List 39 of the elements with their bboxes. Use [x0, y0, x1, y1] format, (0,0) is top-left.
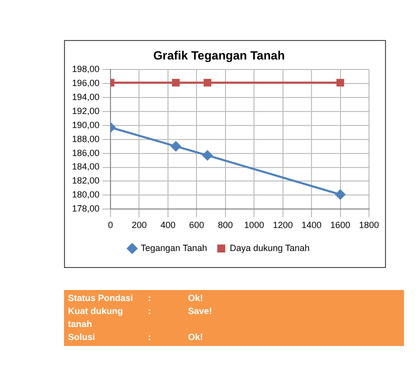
text: : — [148, 331, 152, 344]
y-tick-label: 192,00 — [72, 106, 100, 116]
x-tick-label: 1600 — [330, 220, 350, 230]
point — [170, 141, 181, 152]
point — [172, 78, 180, 87]
text: : — [148, 305, 152, 318]
x-tick-label: 400 — [160, 220, 176, 230]
y-tick-label: 188,00 — [72, 134, 100, 144]
y-tick-label: 186,00 — [72, 148, 100, 158]
y-tick-label: 196,00 — [72, 78, 100, 88]
legend-label: Daya dukung Tanah — [230, 242, 310, 253]
legend-label: Tegangan Tanah — [140, 242, 208, 253]
text: Save! — [188, 305, 214, 318]
y-tick-label: 190,00 — [72, 120, 100, 130]
text: Status Pondasi — [68, 292, 134, 305]
point — [336, 78, 344, 87]
x-tick-label: 800 — [218, 220, 233, 230]
y-tick-label: 182,00 — [72, 176, 100, 186]
chart-title: Grafik Tegangan Tanah — [153, 48, 285, 63]
text: Ok! — [188, 292, 204, 305]
x-tick-label: 0 — [108, 220, 114, 230]
x-tick-label: 600 — [189, 220, 204, 230]
text: Kuat dukung tanah — [68, 305, 124, 331]
x-tick-label: 1000 — [244, 220, 264, 230]
y-tick-label: 180,00 — [72, 190, 100, 200]
y-tick-label: 194,00 — [72, 92, 100, 102]
x-tick-label: 1800 — [358, 220, 380, 230]
text: Ok! — [188, 331, 204, 344]
x-tick-label: 1200 — [272, 220, 293, 230]
y-tick-label: 198,00 — [72, 64, 100, 74]
y-tick-label: 178,00 — [72, 204, 100, 214]
x-tick-label: 200 — [132, 220, 147, 230]
text: : — [148, 292, 152, 305]
x-tick-label: 1400 — [302, 220, 322, 230]
point — [335, 190, 346, 200]
text: Solusi — [68, 331, 96, 344]
point — [202, 150, 212, 160]
point — [204, 78, 212, 87]
y-tick-label: 184,00 — [72, 162, 100, 172]
